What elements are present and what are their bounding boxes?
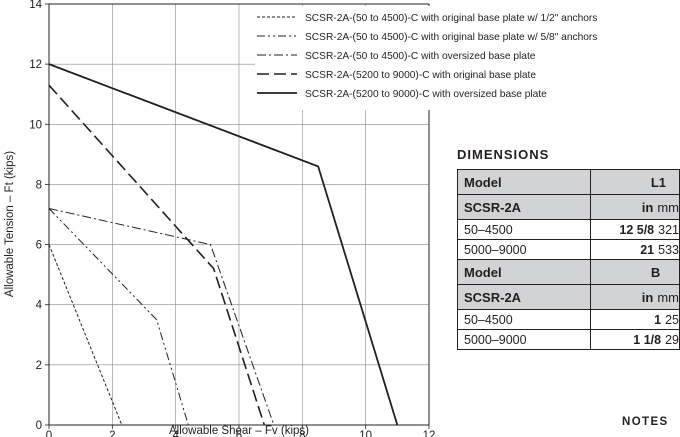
- unit-label: mm: [657, 289, 679, 305]
- table-row: 50–4500 1 25: [457, 309, 680, 330]
- legend-label: SCSR-2A-(50 to 4500)-C with original bas…: [305, 13, 597, 24]
- legend-label: SCSR-2A-(5200 to 9000)-C with oversized …: [305, 89, 547, 100]
- series-line: [48, 207, 275, 426]
- y-tick-label: 4: [36, 300, 43, 312]
- table-row: 5000–9000 1 1/8 29: [457, 329, 680, 350]
- chart-series-lines: [48, 63, 399, 426]
- table-cell: 21 533: [589, 239, 680, 260]
- x-tick-label: 0: [46, 430, 52, 437]
- y-axis-label: Allowable Tension – Ft (kips): [4, 151, 16, 297]
- y-tick-label: 6: [36, 240, 42, 252]
- x-tick-label: 10: [359, 430, 372, 437]
- chart-legend: SCSR-2A-(50 to 4500)-C with original bas…: [255, 6, 680, 110]
- y-tick-label: 8: [36, 179, 42, 191]
- table-header-cell: Model: [457, 259, 591, 285]
- x-tick-label: 12: [423, 430, 436, 437]
- x-tick-label: 8: [299, 430, 305, 437]
- table-cell: 12 5/8 321: [589, 219, 680, 240]
- value-in: 1: [654, 312, 662, 327]
- y-tick-label: 10: [29, 119, 42, 131]
- table-cell: 5000–9000: [457, 239, 591, 260]
- table-header-cell: L1: [589, 169, 680, 195]
- y-tick-label: 14: [29, 0, 42, 11]
- legend-background: [255, 6, 680, 110]
- chart-grid: [49, 4, 429, 425]
- table-header-cell: in mm: [589, 284, 680, 310]
- unit-label: in: [641, 199, 654, 215]
- table-cell: 50–4500: [457, 219, 591, 240]
- y-tick-label: 2: [36, 360, 42, 372]
- table-cell: 50–4500: [457, 309, 591, 330]
- series-line: [48, 208, 189, 426]
- x-tick-label: 6: [236, 430, 242, 437]
- series-line: [48, 84, 266, 426]
- unit-label: mm: [657, 199, 679, 215]
- table-subheader-row: SCSR-2A in mm: [457, 284, 680, 310]
- value-mm: 29: [665, 332, 679, 347]
- value-mm: 533: [658, 242, 679, 257]
- value-in: 12 5/8: [619, 222, 655, 237]
- unit-label: in: [641, 289, 654, 305]
- table-cell: 1 1/8 29: [589, 329, 680, 350]
- table-header-row: Model L1: [457, 169, 680, 195]
- legend-label: SCSR-2A-(5200 to 9000)-C with original b…: [305, 70, 536, 81]
- value-in: 1 1/8: [633, 332, 662, 347]
- table-header-cell: SCSR-2A: [457, 194, 591, 220]
- x-tick-label: 4: [172, 430, 179, 437]
- legend-label: SCSR-2A-(50 to 4500)-C with oversized ba…: [305, 51, 536, 62]
- notes-heading: NOTES: [622, 416, 669, 428]
- table-header-row: Model B: [457, 259, 680, 285]
- series-line: [48, 63, 399, 426]
- table-header-cell: Model: [457, 169, 591, 195]
- dimensions-table: Model L1 SCSR-2A in mm 50–4500 12 5/8 321 …: [457, 169, 680, 350]
- chart-tick-labels: 0 2 4 6 8 10 12 0 2 4 6 8 10 12 14: [29, 0, 435, 437]
- legend-label: SCSR-2A-(50 to 4500)-C with original bas…: [305, 32, 597, 43]
- table-cell: 1 25: [589, 309, 680, 330]
- table-subheader-row: SCSR-2A in mm: [457, 194, 680, 220]
- y-tick-label: 0: [36, 420, 42, 432]
- x-tick-label: 2: [109, 430, 115, 437]
- chart-axes: [45, 3, 430, 429]
- value-in: 21: [640, 242, 655, 257]
- table-header-cell: B: [589, 259, 680, 285]
- table-row: 50–4500 12 5/8 321: [457, 219, 680, 240]
- table-row: 5000–9000 21 533: [457, 239, 680, 260]
- value-mm: 321: [658, 222, 679, 237]
- series-line: [48, 244, 123, 426]
- value-mm: 25: [665, 312, 679, 327]
- table-header-cell: SCSR-2A: [457, 284, 591, 310]
- table-header-cell: in mm: [589, 194, 680, 220]
- y-tick-label: 12: [29, 59, 42, 71]
- table-cell: 5000–9000: [457, 329, 591, 350]
- dimensions-heading: DIMENSIONS: [457, 147, 550, 162]
- x-axis-label: Allowable Shear – Fv (kips): [169, 425, 309, 437]
